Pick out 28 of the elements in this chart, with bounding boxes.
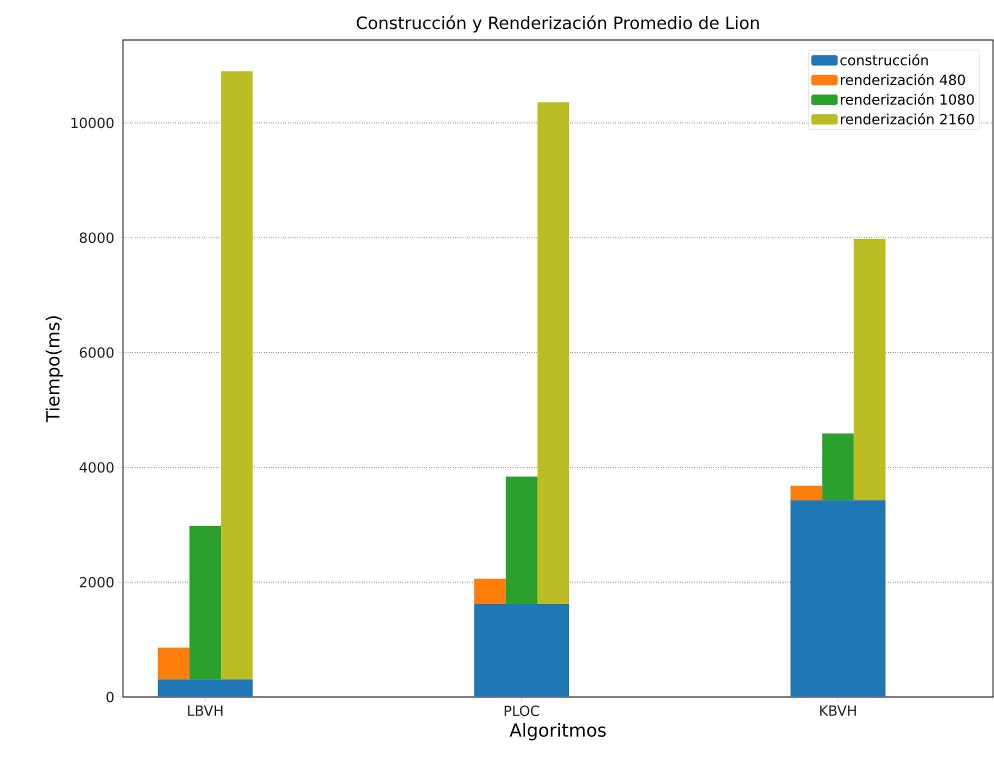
bar	[158, 679, 253, 697]
y-tick-label: 8000	[80, 232, 114, 244]
bar	[474, 604, 570, 697]
bar	[506, 476, 538, 604]
bar	[790, 500, 886, 697]
bar	[189, 526, 222, 680]
bar	[854, 238, 886, 500]
x-axis-title: Algoritmos	[510, 722, 606, 740]
y-tick-label: 0	[106, 692, 114, 702]
x-tick-label: LBVH	[188, 706, 222, 716]
legend-label: renderización 2160	[840, 113, 974, 124]
bar	[474, 578, 506, 604]
x-tick-label: KBVH	[820, 706, 856, 716]
bar	[537, 102, 570, 604]
legend-label: construcción	[840, 54, 928, 66]
y-tick-label: 10000	[71, 118, 114, 128]
y-tick-label: 4000	[80, 462, 114, 473]
chart-title: Construcción y Renderización Promedio de Lion	[356, 15, 759, 32]
bar	[158, 648, 190, 680]
bar	[790, 486, 822, 500]
legend-label: renderización 480	[840, 74, 965, 86]
x-tick-label: PLOC	[504, 706, 540, 716]
legend-label: renderización 1080	[840, 93, 974, 105]
y-tick-label: 6000	[80, 347, 114, 358]
bar	[822, 434, 854, 500]
bar	[221, 71, 253, 680]
y-axis-title: Tiempo(ms)	[46, 316, 64, 422]
y-tick-label: 2000	[80, 576, 114, 588]
